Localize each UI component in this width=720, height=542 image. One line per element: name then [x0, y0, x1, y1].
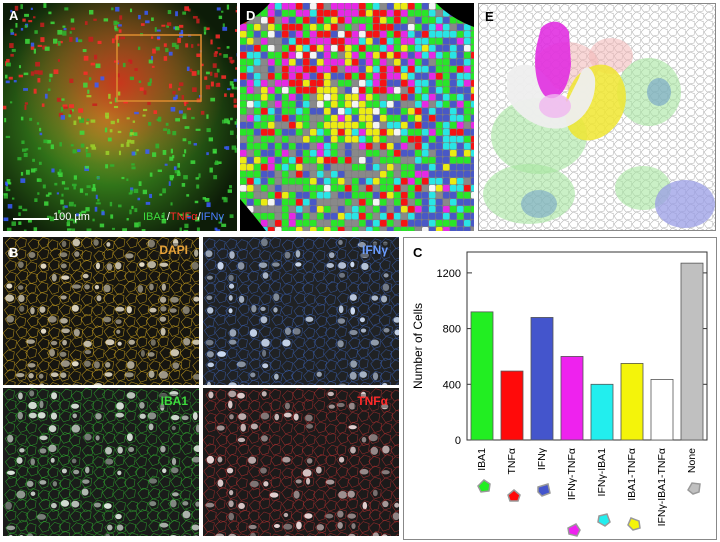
legend-cell-icon-2	[537, 483, 551, 497]
legend-cell-icon-1	[507, 489, 521, 502]
panel-label-d: D	[246, 8, 256, 23]
scale-bar-label: 100 µm	[53, 211, 90, 223]
bar-chart: 0 400 800 1200 Number of Cells IBA1 TNFα IFNγ IF…	[411, 251, 708, 537]
legend-cell-icon-4	[597, 513, 611, 527]
panel-e-image	[479, 4, 715, 230]
x-tick-label: IFNγ-IBA1-TNFα	[656, 448, 668, 526]
stain-legend-slash-2: /	[197, 211, 201, 223]
panel-e: E	[478, 3, 716, 231]
y-axis-label: Number of Cells	[411, 303, 425, 389]
legend-cell-icon-3	[567, 523, 581, 537]
stain-legend-ifng: IFNγ	[200, 211, 224, 223]
ifng-channel-image	[203, 237, 399, 385]
ifng-channel: IFNγ	[203, 237, 399, 385]
y-tick-label: 400	[443, 379, 461, 391]
dapi-channel-label: DAPI	[156, 243, 191, 257]
stain-legend: IBA1/TNFα/IFNγ	[143, 211, 224, 223]
bar-1	[500, 370, 524, 441]
bar-3	[560, 356, 584, 441]
y-tick-label: 800	[443, 324, 461, 336]
x-tick-label: IFNγ-TNFα	[566, 448, 578, 500]
stain-legend-iba1: IBA1	[143, 211, 167, 223]
x-tick-label: TNFα	[506, 448, 518, 474]
dapi-channel-image	[3, 237, 199, 385]
y-tick-label: 0	[455, 435, 461, 447]
panel-label-a: A	[9, 8, 19, 23]
bar-6	[650, 379, 674, 441]
panel-a-image	[3, 3, 237, 231]
stain-legend-tnfa: TNFα	[169, 211, 198, 223]
ifng-channel-label: IFNγ	[358, 243, 391, 257]
legend-cell-icon-0	[477, 479, 491, 493]
legend-cell-icon-7	[687, 482, 701, 495]
x-tick-label: IBA1	[476, 448, 488, 471]
iba1-channel: IBA1	[3, 388, 199, 536]
panel-c: C 0 400 800 1200 Number of Cells IBA1 TNFα IFNγ…	[403, 237, 717, 540]
panel-d-image	[240, 3, 474, 231]
bar-7	[680, 262, 704, 441]
bar-0	[470, 311, 494, 441]
panel-d: D	[240, 3, 474, 231]
x-tick-label: IFNγ-IBA1	[596, 448, 608, 497]
panel-label-e: E	[485, 9, 494, 24]
panel-a: A 100 µm IBA1/TNFα/IFNγ	[3, 3, 237, 231]
panel-label-b: B	[9, 245, 19, 260]
x-tick-label: None	[686, 448, 698, 473]
bar-2	[530, 317, 554, 441]
tnfa-channel-label: TNFα	[354, 394, 391, 408]
panel-label-c: C	[413, 245, 423, 260]
bar-5	[620, 363, 644, 441]
panel-b: DAPI IFNγ IBA1 TNFα B	[3, 237, 399, 539]
x-tick-label: IBA1-TNFα	[626, 448, 638, 501]
dapi-channel: DAPI	[3, 237, 199, 385]
iba1-channel-label: IBA1	[157, 394, 191, 408]
y-tick-label: 1200	[437, 268, 461, 280]
stain-legend-slash-1: /	[166, 211, 170, 223]
x-tick-label: IFNγ	[536, 447, 548, 470]
legend-cell-icon-5	[627, 517, 641, 531]
tnfa-channel-image	[203, 388, 399, 536]
iba1-channel-image	[3, 388, 199, 536]
bar-4	[590, 383, 614, 441]
tnfa-channel: TNFα	[203, 388, 399, 536]
